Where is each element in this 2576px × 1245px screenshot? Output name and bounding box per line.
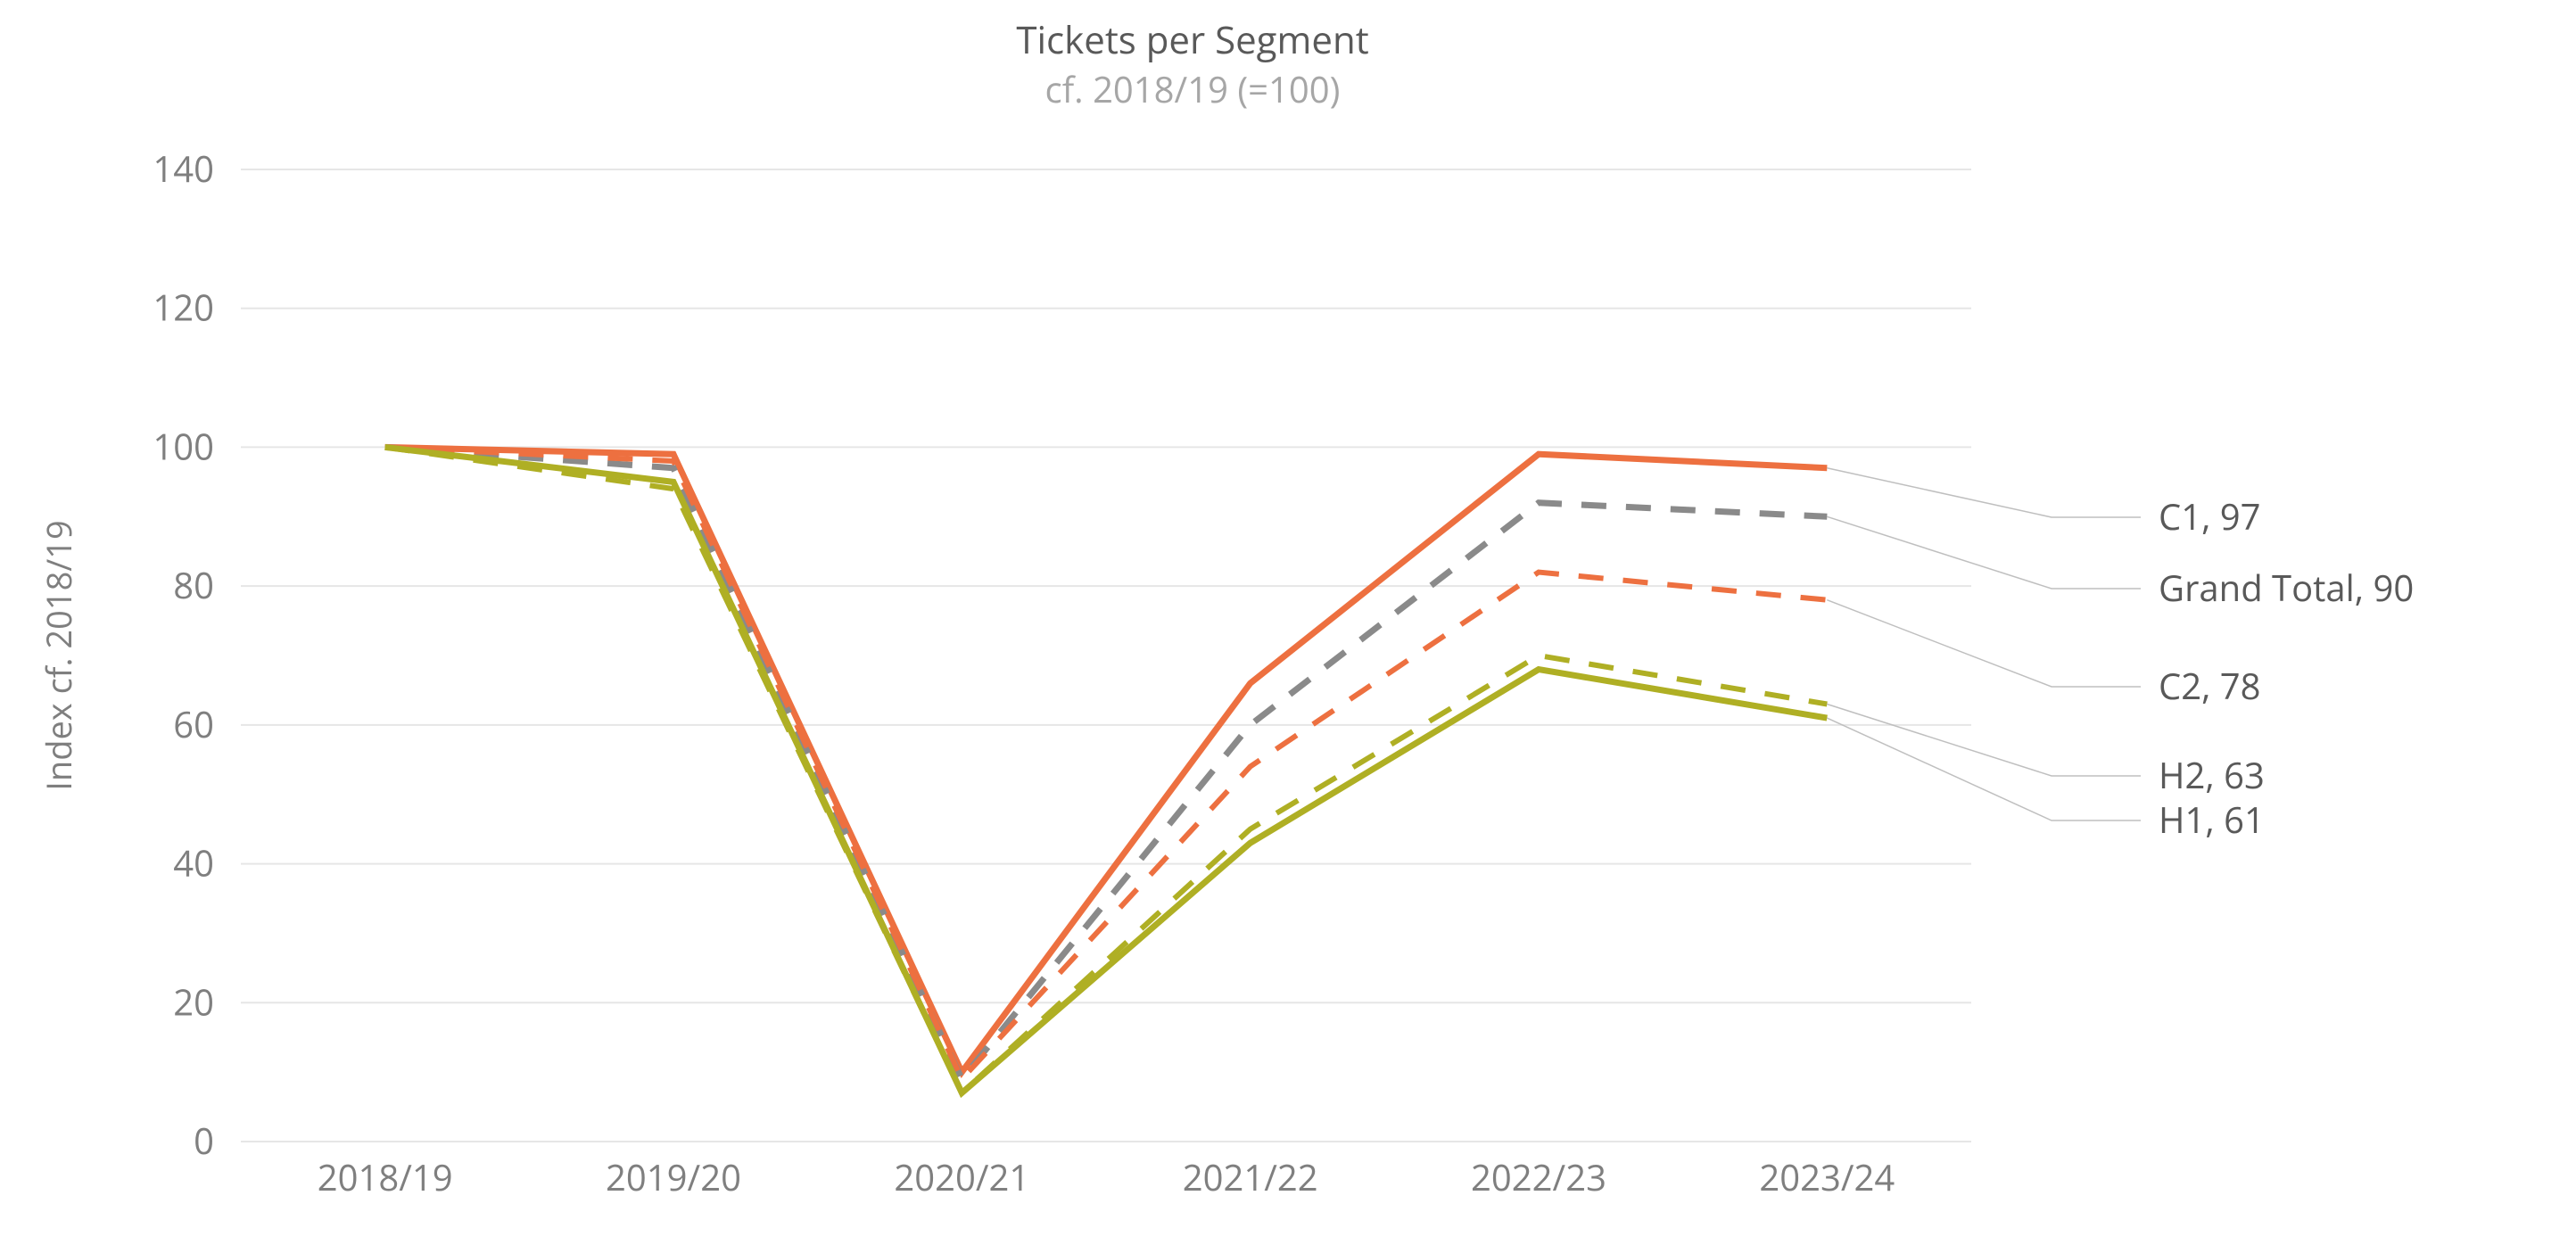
y-tick-label: 140: [153, 144, 214, 193]
y-tick-label: 40: [173, 838, 214, 887]
series-line-c1: [385, 447, 1828, 1072]
y-tick-label: 60: [173, 699, 214, 748]
series-line-c2: [385, 447, 1828, 1079]
data-label: H1, 61: [2159, 795, 2265, 844]
data-label: C2, 78: [2159, 661, 2261, 710]
series-line-h1: [385, 447, 1828, 1092]
y-tick-label: 80: [173, 560, 214, 609]
x-tick-label: 2019/20: [606, 1152, 741, 1201]
data-label-leader: [1827, 468, 2141, 517]
y-axis-label: Index cf. 2018/19: [36, 520, 82, 790]
x-tick-label: 2020/21: [894, 1152, 1029, 1201]
y-tick-label: 100: [153, 421, 214, 470]
y-tick-label: 120: [153, 283, 214, 332]
x-tick-label: 2021/22: [1183, 1152, 1318, 1201]
y-tick-label: 20: [173, 977, 214, 1026]
x-tick-label: 2022/23: [1471, 1152, 1606, 1201]
data-label-leader: [1827, 600, 2141, 687]
data-label: H2, 63: [2159, 750, 2265, 799]
data-label-leader: [1827, 516, 2141, 589]
data-label: Grand Total, 90: [2159, 563, 2414, 612]
chart-subtitle: cf. 2018/19 (=100): [1045, 64, 1341, 113]
series-line-h2: [385, 447, 1828, 1092]
series-line-grand-total: [385, 447, 1828, 1079]
y-tick-label: 0: [194, 1116, 214, 1165]
x-tick-label: 2023/24: [1759, 1152, 1895, 1201]
chart-title: Tickets per Segment: [1016, 14, 1368, 65]
data-label-leader: [1827, 718, 2141, 820]
data-label: C1, 97: [2159, 491, 2261, 540]
line-chart: Tickets per Segmentcf. 2018/19 (=100) 0 20…: [0, 0, 2576, 1245]
x-tick-label: 2018/19: [318, 1152, 453, 1201]
